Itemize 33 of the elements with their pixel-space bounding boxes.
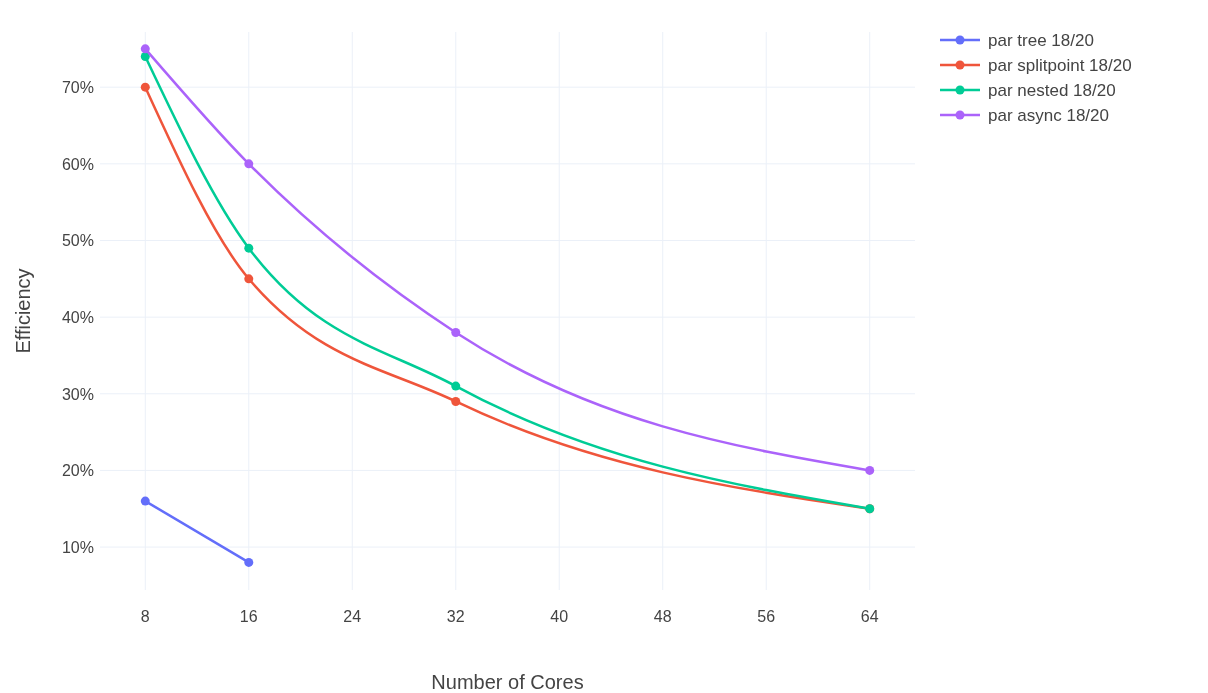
- point: [140, 496, 150, 506]
- y-tick-label: 30%: [61, 385, 94, 403]
- point: [451, 381, 461, 391]
- x-tick-label: 32: [446, 608, 465, 625]
- y-tick-label: 10%: [61, 539, 94, 557]
- x-tick-label: 40: [550, 608, 569, 625]
- point: [140, 44, 150, 54]
- y-tick-label: 50%: [61, 232, 94, 250]
- point: [451, 396, 461, 406]
- x-tick-label: 56: [757, 608, 776, 625]
- point: [244, 159, 254, 169]
- legend-label: par nested 18/20: [988, 81, 1116, 100]
- x-tick-label: 24: [343, 608, 362, 625]
- y-tick-label: 60%: [61, 155, 94, 173]
- x-tick-label: 64: [860, 608, 879, 625]
- x-axis-title: Number of Cores: [431, 671, 584, 693]
- y-tick-label: 70%: [61, 79, 94, 97]
- point: [865, 465, 875, 475]
- x-tick-label: 48: [653, 608, 672, 625]
- y-tick-label: 20%: [61, 462, 94, 480]
- point: [451, 327, 461, 337]
- legend-label: par splitpoint 18/20: [988, 56, 1132, 75]
- legend-label: par tree 18/20: [988, 31, 1094, 50]
- point: [244, 243, 254, 253]
- y-tick-label: 40%: [61, 309, 94, 327]
- legend-label: par async 18/20: [988, 106, 1109, 125]
- point: [244, 557, 254, 567]
- point: [140, 52, 150, 62]
- x-tick-label: 8: [140, 608, 150, 625]
- y-axis-title: Efficiency: [12, 268, 34, 354]
- point: [140, 82, 150, 92]
- point: [244, 274, 254, 284]
- x-tick-label: 16: [239, 608, 258, 625]
